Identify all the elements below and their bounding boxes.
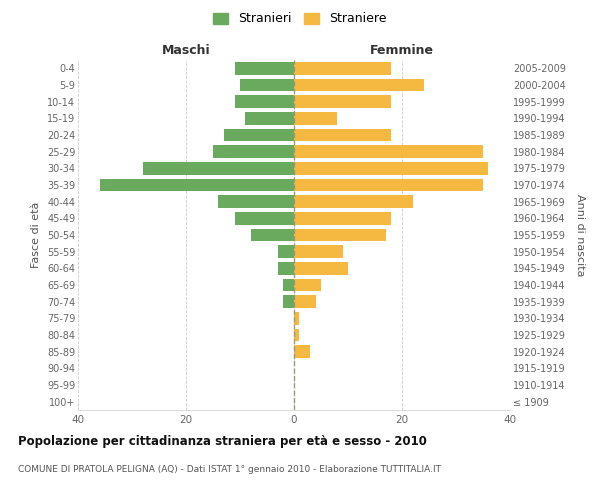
- Bar: [294, 212, 391, 224]
- Bar: [294, 312, 299, 324]
- Bar: [213, 146, 294, 158]
- Legend: Stranieri, Straniere: Stranieri, Straniere: [209, 8, 391, 29]
- Bar: [294, 279, 321, 291]
- Bar: [100, 179, 294, 192]
- Text: Femmine: Femmine: [370, 44, 434, 57]
- Bar: [294, 196, 413, 208]
- Text: Popolazione per cittadinanza straniera per età e sesso - 2010: Popolazione per cittadinanza straniera p…: [18, 435, 427, 448]
- Y-axis label: Fasce di età: Fasce di età: [31, 202, 41, 268]
- Bar: [245, 112, 294, 124]
- Bar: [278, 262, 294, 274]
- Bar: [294, 79, 424, 92]
- Bar: [283, 296, 294, 308]
- Bar: [294, 229, 386, 241]
- Bar: [294, 296, 316, 308]
- Text: COMUNE DI PRATOLA PELIGNA (AQ) - Dati ISTAT 1° gennaio 2010 - Elaborazione TUTTI: COMUNE DI PRATOLA PELIGNA (AQ) - Dati IS…: [18, 465, 441, 474]
- Bar: [251, 229, 294, 241]
- Text: Maschi: Maschi: [161, 44, 211, 57]
- Bar: [294, 112, 337, 124]
- Bar: [294, 262, 348, 274]
- Bar: [235, 62, 294, 74]
- Bar: [224, 129, 294, 141]
- Bar: [240, 79, 294, 92]
- Bar: [294, 129, 391, 141]
- Bar: [235, 212, 294, 224]
- Bar: [283, 279, 294, 291]
- Bar: [143, 162, 294, 174]
- Bar: [294, 179, 483, 192]
- Bar: [235, 96, 294, 108]
- Bar: [294, 96, 391, 108]
- Bar: [294, 246, 343, 258]
- Bar: [294, 62, 391, 74]
- Bar: [218, 196, 294, 208]
- Bar: [278, 246, 294, 258]
- Bar: [294, 162, 488, 174]
- Y-axis label: Anni di nascita: Anni di nascita: [575, 194, 585, 276]
- Bar: [294, 146, 483, 158]
- Bar: [294, 346, 310, 358]
- Bar: [294, 329, 299, 341]
